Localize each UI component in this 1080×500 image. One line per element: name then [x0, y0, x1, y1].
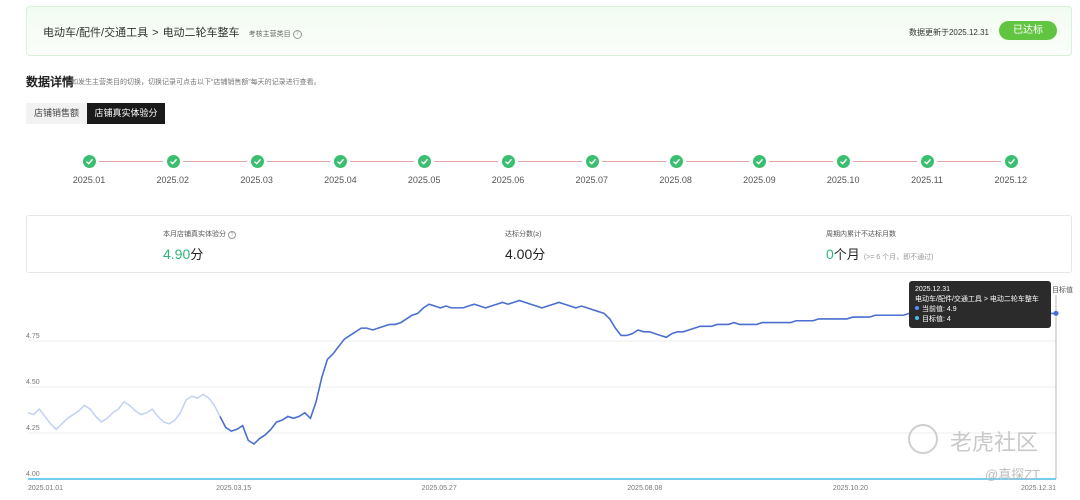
timeline-connector [685, 161, 750, 162]
timeline-connector [937, 161, 1001, 162]
check-icon[interactable] [669, 155, 683, 168]
update-time: 数据更新于2025.12.31 [908, 28, 989, 37]
timeline-connector [769, 161, 834, 162]
timeline-month-label: 2025.05 [407, 175, 441, 185]
month-timeline: 2025.01 2025.02 2025.03 2025.04 2025.05 2025.… [0, 150, 1080, 190]
x-tick-label: 2025.10.20 [833, 485, 868, 492]
legend-target[interactable]: 目标值 [1052, 287, 1073, 294]
series-dot-icon [915, 306, 919, 310]
section-subtitle: 如发生主营类目的切换，切换记录可点击以下“店铺销售额”每天的记录进行查看。 [71, 79, 321, 86]
x-tick-label: 2025.12.31 [1021, 485, 1056, 492]
timeline-connector [182, 161, 247, 162]
check-icon[interactable] [418, 155, 432, 168]
timeline-connector [99, 161, 163, 162]
timeline-connector [350, 161, 415, 162]
timeline-month-label: 2025.08 [659, 175, 692, 185]
category-hint: 考核主营类目 [248, 31, 291, 38]
timeline-month-label: 2025.02 [156, 175, 190, 185]
timeline-month-label: 2025.10 [826, 175, 860, 185]
timeline-month-label: 2025.04 [324, 175, 357, 185]
timeline-month-label: 2025.03 [240, 175, 273, 185]
x-tick-label: 2025.08.08 [627, 485, 662, 492]
timeline-connector [853, 161, 917, 162]
timeline-month-label: 2025.11 [911, 175, 943, 185]
section-title: 数据详情 [26, 75, 75, 89]
tab-sales[interactable]: 店铺销售额 [26, 103, 87, 124]
check-icon[interactable] [250, 155, 264, 168]
check-icon[interactable] [921, 155, 934, 168]
check-icon[interactable] [1004, 155, 1018, 168]
breadcrumb: 电动车/配件/交通工具 > 电动二轮车整车 考核主营类目? [43, 24, 302, 40]
hover-point [1053, 310, 1059, 316]
breadcrumb-item-category[interactable]: 电动车/配件/交通工具 [43, 27, 149, 39]
tab-experience-score[interactable]: 店铺真实体验分 [87, 103, 165, 124]
status-button[interactable]: 已达标 [999, 21, 1057, 40]
series-dot-icon [915, 316, 919, 320]
timeline-connector [518, 161, 582, 162]
watermark-logo-icon [908, 424, 938, 454]
timeline-connector [601, 161, 666, 162]
timeline-connector [266, 161, 331, 162]
y-tick-label: 4.50 [26, 379, 40, 386]
check-icon[interactable] [83, 155, 96, 168]
watermark-handle: @真探ZT [985, 467, 1041, 482]
y-tick-label: 4.00 [26, 471, 40, 478]
timeline-month-label: 2025.01 [72, 175, 106, 185]
x-tick-label: 2025.03.15 [216, 485, 251, 492]
series-line-faded [27, 393, 227, 431]
check-icon[interactable] [585, 155, 599, 168]
check-icon[interactable] [837, 155, 851, 168]
help-icon[interactable]: ? [227, 231, 236, 239]
timeline-month-label: 2025.12 [994, 175, 1028, 185]
watermark-text: 老虎社区 [950, 430, 1039, 455]
header-card: 电动车/配件/交通工具 > 电动二轮车整车 考核主营类目? 数据更新于2025.12… [26, 6, 1072, 56]
timeline-month-label: 2025.09 [743, 175, 776, 185]
timeline-connector [434, 161, 498, 162]
timeline-month-label: 2025.07 [575, 175, 609, 185]
y-tick-label: 4.75 [26, 333, 40, 340]
target-score-value: 4.00分 [505, 246, 546, 262]
x-tick-label: 2025.05.27 [422, 485, 457, 492]
check-icon[interactable] [166, 155, 180, 168]
fail-months-label: 周期内累计不达标月数 [826, 231, 896, 238]
help-icon[interactable]: ? [292, 30, 302, 39]
summary-card: 本月店铺真实体验分 ? 4.90分 达标分数(≥) 4.00分 周期内累计不达标… [26, 215, 1072, 273]
tooltip-target: 目标值: 4 [915, 315, 1045, 325]
fail-months-value: 0个月 (>= 6 个月，即不通过) [826, 246, 934, 262]
check-icon[interactable] [502, 155, 515, 168]
timeline-month-label: 2025.06 [491, 175, 525, 185]
current-score-label: 本月店铺真实体验分 ? [163, 229, 236, 239]
breadcrumb-separator: > [152, 27, 159, 39]
tooltip-date: 2025.12.31 [915, 286, 951, 293]
y-tick-label: 4.25 [26, 425, 40, 432]
chart-tooltip: 2025.12.31 电动车/配件/交通工具 > 电动二轮车整车 当前值: 4.… [909, 281, 1051, 328]
x-tick-label: 2025.01.01 [28, 485, 63, 492]
check-icon[interactable] [334, 155, 348, 168]
tooltip-category: 电动车/配件/交通工具 > 电动二轮车整车 [915, 296, 1039, 303]
tooltip-current: 当前值: 4.9 [915, 305, 1045, 315]
target-score-label: 达标分数(≥) [505, 231, 542, 238]
breadcrumb-item-subcategory[interactable]: 电动二轮车整车 [162, 27, 240, 39]
check-icon[interactable] [753, 155, 767, 168]
current-score-value: 4.90分 [163, 246, 204, 262]
